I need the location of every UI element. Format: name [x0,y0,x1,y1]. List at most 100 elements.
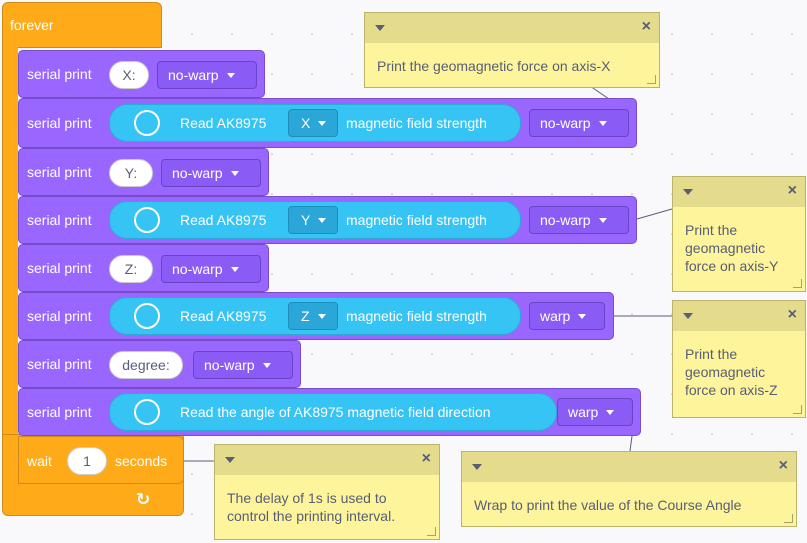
close-icon[interactable]: × [787,306,797,323]
warp-dropdown-label: warp [568,404,599,420]
serial-print-label: serial print [27,164,92,180]
serial-print-label: serial print [27,404,92,420]
warp-dropdown[interactable]: no-warp [529,109,629,137]
warp-dropdown-label: no-warp [168,67,219,83]
wait-block[interactable]: wait 1 seconds [18,436,184,484]
comment-course-angle[interactable]: × Wrap to print the value of the Course … [461,451,797,527]
comment-delay[interactable]: × The delay of 1s is used to control the… [214,444,440,540]
forever-block[interactable] [2,2,162,48]
warp-dropdown[interactable]: warp [529,302,605,330]
comment-axis-y[interactable]: × Print the geomagnetic force on axis-Y [672,176,806,292]
serial-print-z-label-block[interactable]: serial print Z: no-warp [18,244,269,292]
serial-print-y-label-block[interactable]: serial print Y: no-warp [18,148,269,196]
wait-label: wait [27,453,52,469]
warp-dropdown[interactable]: no-warp [161,255,261,283]
comment-text[interactable]: Print the geomagnetic force on axis-Y [685,221,778,275]
collapse-arrow-icon[interactable] [375,25,385,31]
comment-header[interactable]: × [673,301,805,331]
compass-icon [134,303,160,329]
resize-handle-icon[interactable] [427,527,436,536]
warp-dropdown-label: no-warp [172,165,223,181]
serial-print-read-z-block[interactable]: serial print Read AK8975 Z magnetic fiel… [18,292,614,340]
comment-header[interactable]: × [462,452,796,482]
axis-dropdown-label: Z [301,308,310,324]
read-ak8975-z-reporter[interactable]: Read AK8975 Z magnetic field strength [109,297,521,335]
collapse-arrow-icon[interactable] [472,464,482,470]
serial-print-read-angle-block[interactable]: serial print Read the angle of AK8975 ma… [18,388,641,436]
collapse-arrow-icon[interactable] [225,457,235,463]
caret-down-icon [230,171,239,176]
close-icon[interactable]: × [641,18,651,35]
reporter-prefix: Read AK8975 [180,212,267,228]
caret-down-icon [578,314,587,319]
comment-axis-z[interactable]: × Print the geomagnetic force on axis-Z [672,300,806,418]
comment-header[interactable]: × [673,177,805,207]
compass-icon [134,207,160,233]
comment-line: control the printing interval. [227,508,396,524]
read-angle-reporter[interactable]: Read the angle of AK8975 magnetic field … [109,393,557,431]
comment-text[interactable]: Wrap to print the value of the Course An… [474,497,742,513]
serial-print-label: serial print [27,115,92,131]
serial-print-label: serial print [27,66,92,82]
warp-dropdown[interactable]: warp [557,398,633,426]
comment-line: The delay of 1s is used to [227,490,387,506]
close-icon[interactable]: × [787,182,797,199]
text-input[interactable]: Z: [109,255,153,283]
reporter-prefix: Read AK8975 [180,115,267,131]
comment-line: force on axis-Z [685,382,778,398]
warp-dropdown[interactable]: no-warp [161,159,261,187]
read-ak8975-x-reporter[interactable]: Read AK8975 X magnetic field strength [109,104,521,142]
serial-print-read-y-block[interactable]: serial print Read AK8975 Y magnetic fiel… [18,196,637,244]
resize-handle-icon[interactable] [793,279,802,288]
comment-header[interactable]: × [215,445,439,475]
resize-handle-icon[interactable] [793,405,802,414]
axis-dropdown[interactable]: Y [288,206,338,234]
axis-dropdown[interactable]: X [288,109,338,137]
wait-seconds-input[interactable]: 1 [67,447,107,475]
comment-text[interactable]: Print the geomagnetic force on axis-X [377,58,611,74]
resize-handle-icon[interactable] [647,75,656,84]
seconds-label: seconds [115,453,168,469]
warp-dropdown[interactable]: no-warp [193,351,293,379]
serial-print-x-label-block[interactable]: serial print X: no-warp [18,50,265,98]
reporter-suffix: magnetic field strength [346,115,487,131]
caret-down-icon [226,73,235,78]
axis-dropdown[interactable]: Z [288,302,338,330]
serial-print-degree-label-block[interactable]: serial print degree: no-warp [18,340,301,388]
comment-text[interactable]: Print the geomagnetic force on axis-Z [685,345,778,399]
text-input[interactable]: Y: [109,159,153,187]
collapse-arrow-icon[interactable] [683,189,693,195]
caret-down-icon [262,363,271,368]
serial-print-read-x-block[interactable]: serial print Read AK8975 X magnetic fiel… [18,98,637,148]
read-ak8975-y-reporter[interactable]: Read AK8975 Y magnetic field strength [109,201,521,239]
caret-down-icon [230,267,239,272]
reporter-suffix: magnetic field strength [346,308,487,324]
caret-down-icon [318,121,327,126]
close-icon[interactable]: × [778,457,788,474]
caret-down-icon [598,121,607,126]
forever-label: forever [10,17,54,33]
close-icon[interactable]: × [421,450,431,467]
resize-handle-icon[interactable] [784,514,793,523]
reporter-prefix: Read AK8975 [180,308,267,324]
collapse-arrow-icon[interactable] [683,313,693,319]
warp-dropdown-label: no-warp [204,357,255,373]
text-input[interactable]: degree: [109,351,183,379]
reporter-label: Read the angle of AK8975 magnetic field … [180,404,491,420]
axis-dropdown-label: Y [301,212,311,228]
comment-line: geomagnetic [685,364,766,380]
warp-dropdown[interactable]: no-warp [529,206,629,234]
warp-dropdown-label: warp [540,308,571,324]
comment-text[interactable]: The delay of 1s is used to control the p… [227,489,395,525]
comment-axis-x[interactable]: × Print the geomagnetic force on axis-X [364,12,660,88]
comment-header[interactable]: × [365,13,659,43]
caret-down-icon [318,218,327,223]
comment-line: Print the [685,222,738,238]
reporter-suffix: magnetic field strength [346,212,487,228]
serial-print-label: serial print [27,356,92,372]
comment-line: force on axis-Y [685,258,779,274]
warp-dropdown[interactable]: no-warp [157,61,257,89]
text-input[interactable]: X: [109,61,149,89]
axis-dropdown-label: X [301,115,311,131]
serial-print-label: serial print [27,308,92,324]
